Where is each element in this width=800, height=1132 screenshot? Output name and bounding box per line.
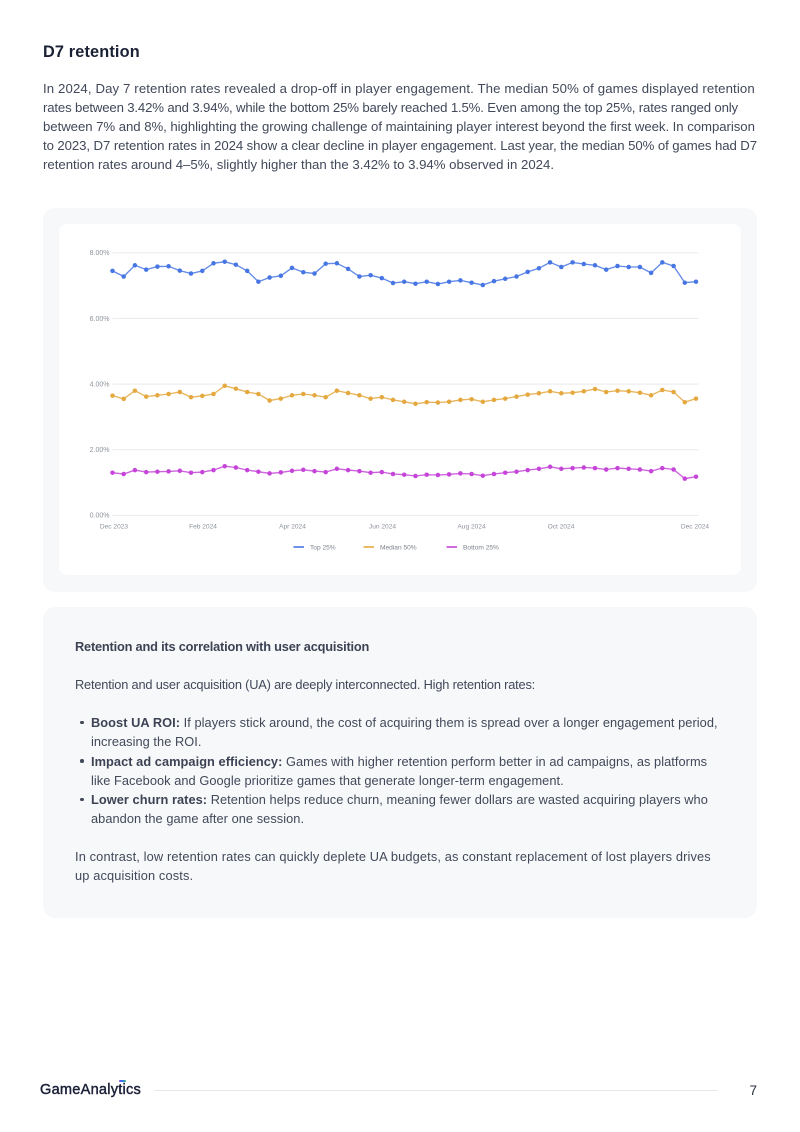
svg-text:Dec 2024: Dec 2024 xyxy=(681,523,710,530)
svg-text:Top 25%: Top 25% xyxy=(310,545,336,552)
svg-text:4.00%: 4.00% xyxy=(90,381,110,388)
svg-text:8.00%: 8.00% xyxy=(90,250,110,257)
svg-text:Oct 2024: Oct 2024 xyxy=(548,523,575,530)
svg-text:Jun 2024: Jun 2024 xyxy=(369,523,396,530)
svg-text:Feb 2024: Feb 2024 xyxy=(189,523,217,530)
svg-text:Median 50%: Median 50% xyxy=(380,545,417,552)
svg-text:Apr 2024: Apr 2024 xyxy=(279,523,306,530)
svg-text:0.00%: 0.00% xyxy=(90,513,110,520)
svg-text:Aug 2024: Aug 2024 xyxy=(457,523,486,530)
svg-text:Dec 2023: Dec 2023 xyxy=(100,523,129,530)
svg-text:Bottom 25%: Bottom 25% xyxy=(463,545,499,552)
svg-text:6.00%: 6.00% xyxy=(90,316,110,323)
svg-text:2.00%: 2.00% xyxy=(90,447,110,454)
